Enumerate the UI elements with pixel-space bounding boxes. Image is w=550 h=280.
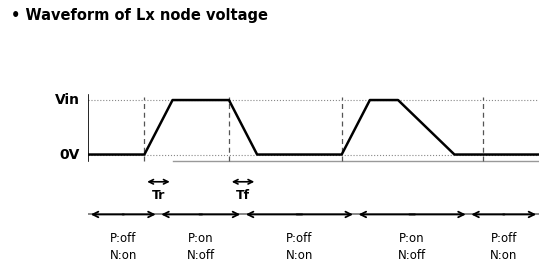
Text: P:off
N:on: P:off N:on [109, 232, 137, 262]
Text: P:on
N:off: P:on N:off [186, 232, 215, 262]
Text: 0V: 0V [59, 148, 80, 162]
Text: Tr: Tr [152, 189, 165, 202]
Text: P:off
N:on: P:off N:on [285, 232, 313, 262]
Text: Tf: Tf [236, 189, 250, 202]
Text: P:on
N:off: P:on N:off [398, 232, 426, 262]
Text: • Waveform of Lx node voltage: • Waveform of Lx node voltage [11, 8, 268, 24]
Text: Vin: Vin [54, 93, 80, 107]
Text: P:off
N:on: P:off N:on [490, 232, 518, 262]
